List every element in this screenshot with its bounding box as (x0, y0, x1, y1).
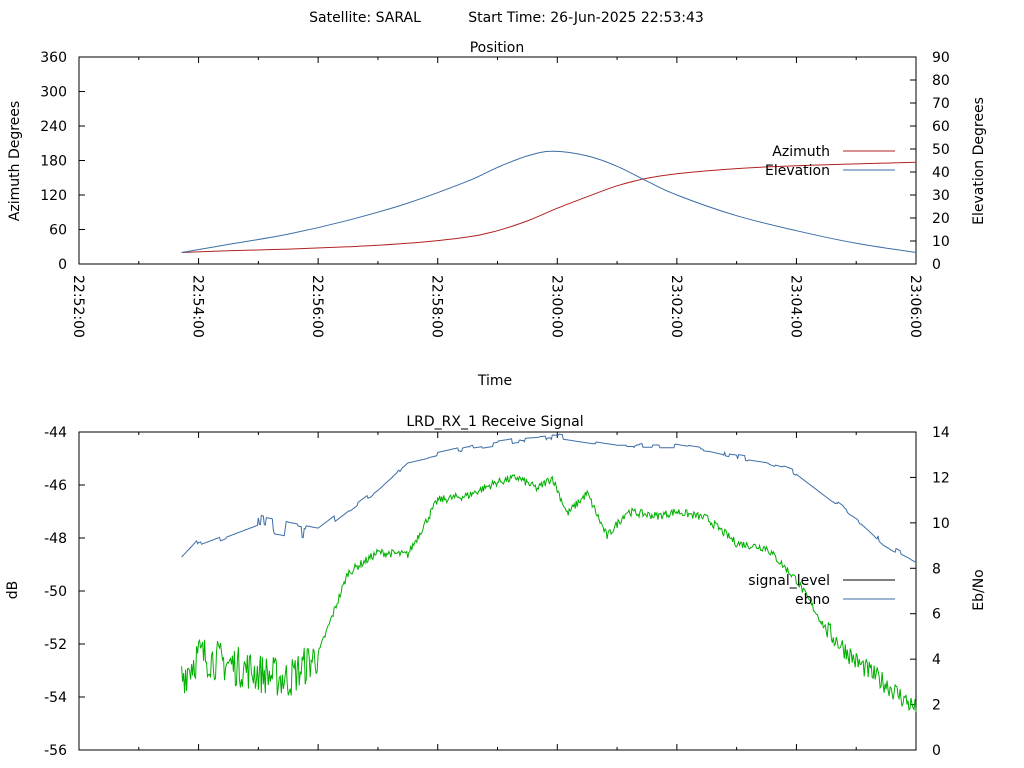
y2-tick-label: 2 (932, 698, 941, 714)
y2-tick-label: 90 (932, 50, 950, 66)
series-line-signal-level-trace (181, 474, 917, 712)
y-tick-label: 240 (40, 119, 67, 135)
x-tick-label: 22:56:00 (309, 275, 325, 338)
position-plot-frame (78, 56, 917, 265)
position-chart-title: Position (470, 40, 525, 56)
y-tick-label: -46 (44, 478, 67, 494)
position-legend: Azimuth Elevation (765, 144, 895, 179)
y2-tick-label: 14 (932, 425, 950, 441)
x-tick-label: 22:54:00 (190, 275, 206, 338)
series-line-azimuth (181, 161, 917, 253)
y-tick-label: 360 (40, 50, 67, 66)
y2-tick-label: 70 (932, 96, 950, 112)
y2-tick-label: 10 (932, 516, 950, 532)
position-x-axis-label: Time (477, 373, 512, 389)
series-line-ebno (181, 433, 917, 563)
y-tick-label: -48 (44, 531, 67, 547)
y2-tick-label: 60 (932, 119, 950, 135)
y-tick-label: -54 (44, 690, 67, 706)
position-chart: Position Azimuth Degrees Elevation Degre… (7, 40, 987, 389)
y-tick-label: 300 (40, 85, 67, 101)
start-time-label: Start Time: 26-Jun-2025 22:53:43 (468, 10, 704, 26)
y2-tick-label: 40 (932, 165, 950, 181)
legend-label-elevation: Elevation (765, 163, 830, 179)
y-tick-label: 60 (49, 223, 67, 239)
x-tick-label: 23:06:00 (907, 275, 923, 338)
y-tick-label: -50 (44, 584, 67, 600)
legend-label-ebno: ebno (795, 592, 830, 608)
y2-tick-label: 10 (932, 234, 950, 250)
x-tick-label: 23:04:00 (787, 275, 803, 338)
signal-chart-title: LRD_RX_1 Receive Signal (406, 414, 583, 430)
y2-tick-label: 8 (932, 561, 941, 577)
legend-label-azimuth: Azimuth (772, 144, 830, 160)
receive-signal-chart: LRD_RX_1 Receive Signal dB Eb/No -44 -46 -… (5, 414, 987, 759)
y2-tick-label: 20 (932, 211, 950, 227)
y2-tick-label: 0 (932, 257, 941, 273)
position-y-axis-label: Azimuth Degrees (7, 101, 23, 221)
y-tick-label: 180 (40, 154, 67, 170)
y2-tick-label: 12 (932, 470, 950, 486)
y2-tick-label: 50 (932, 142, 950, 158)
legend-label-signal-level: signal_level (748, 573, 830, 589)
satellite-label: Satellite: SARAL (309, 10, 421, 26)
signal-y2-axis-label: Eb/No (971, 569, 987, 611)
series-line-elevation (181, 150, 917, 253)
y-tick-label: -52 (44, 637, 67, 653)
signal-plot-frame (78, 431, 917, 751)
signal-y-axis-label: dB (5, 581, 21, 600)
x-tick-label: 23:02:00 (668, 275, 684, 338)
y-tick-label: 0 (58, 257, 67, 273)
y-tick-label: 120 (40, 188, 67, 204)
x-tick-label: 22:58:00 (429, 275, 445, 338)
y2-tick-label: 30 (932, 188, 950, 204)
y-tick-label: -44 (44, 425, 67, 441)
y2-tick-label: 6 (932, 607, 941, 623)
y2-tick-label: 4 (932, 652, 941, 668)
y-tick-label: -56 (44, 743, 67, 759)
position-y2-axis-label: Elevation Degrees (971, 97, 987, 225)
signal-legend: signal_level ebno (748, 573, 895, 608)
y2-tick-label: 80 (932, 73, 950, 89)
x-tick-label: 22:52:00 (70, 275, 86, 338)
x-tick-label: 23:00:00 (548, 275, 564, 338)
y2-tick-label: 0 (932, 743, 941, 759)
